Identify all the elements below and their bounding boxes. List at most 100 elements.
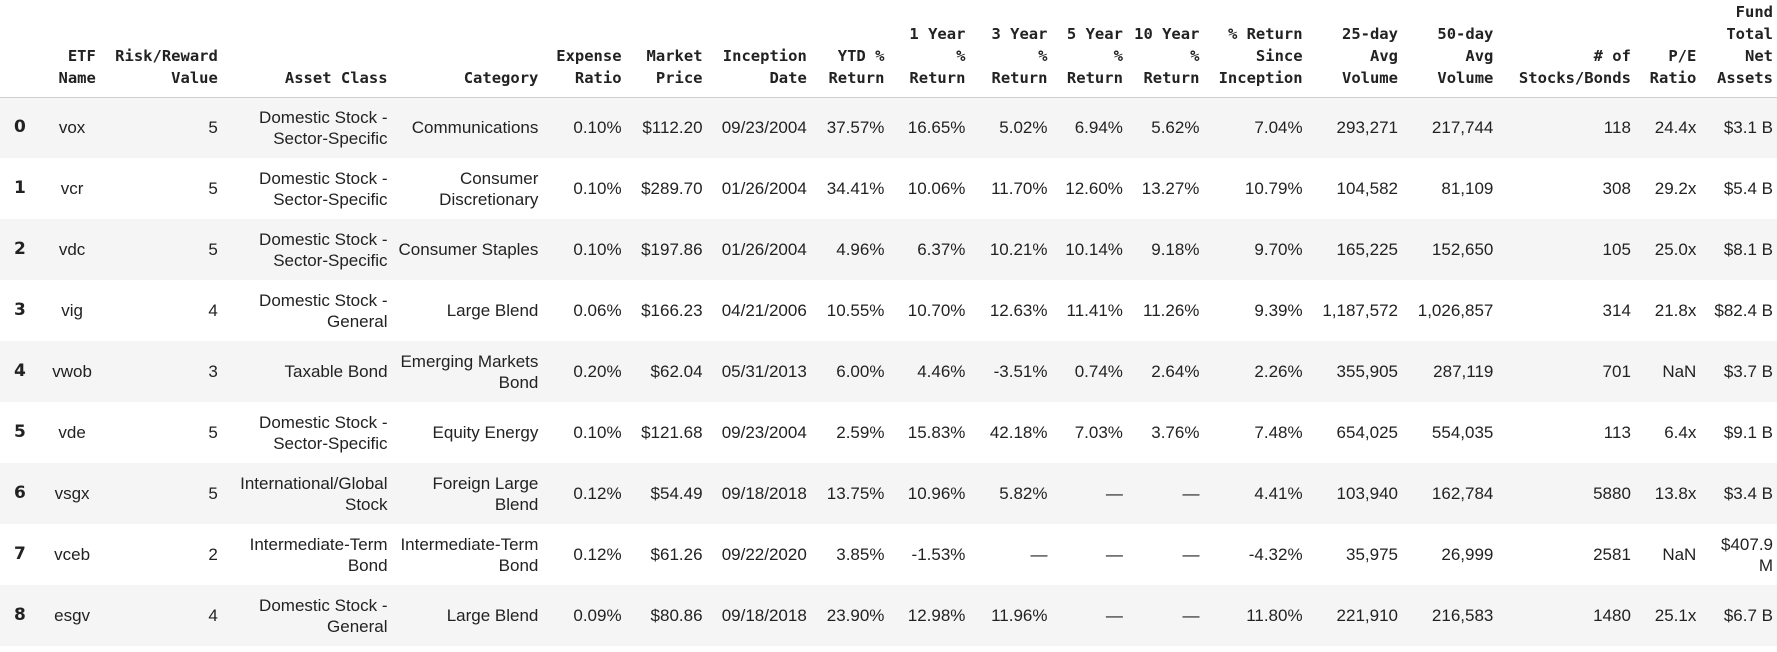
cell-risk-reward: 4 [208,606,218,625]
cell-return-since-inception: 7.04% [1254,118,1303,138]
cell-25day-volume: 221,910 [1336,606,1398,625]
cell-expense-ratio: 0.12% [573,545,622,564]
cell-10yr-return: — [1182,484,1200,503]
cell-1yr-return: 15.83% [907,423,966,442]
cell-index: 6 [14,483,26,503]
cell-etf-name: vig [61,301,83,320]
column-header-category: Category [463,68,539,87]
cell-etf-name: vsgx [54,484,90,503]
cell-holdings-count: 308 [1602,179,1631,198]
cell-pe-ratio: 24.4x [1654,118,1697,138]
cell-net-assets: $5.4 B [1723,179,1773,198]
cell-50day-volume: 162,784 [1431,484,1494,503]
cell-10yr-return: 9.18% [1151,240,1200,259]
cell-expense-ratio: 0.10% [573,179,622,198]
cell-risk-reward: 5 [208,240,218,259]
cell-pe-ratio: 25.1x [1654,606,1697,625]
table-row: 0 vox 5 Domestic Stock - Sector-Specific Com… [0,97,1777,158]
cell-return-since-inception: 2.26% [1254,362,1303,381]
column-header-5yr-return: 5 Year % Return [1066,24,1123,87]
cell-expense-ratio: 0.12% [573,484,622,503]
cell-category: Intermediate-Term Bond [400,534,539,575]
cell-5yr-return: 10.14% [1065,240,1123,259]
cell-25day-volume: 35,975 [1345,545,1398,564]
cell-index: 5 [14,422,26,442]
index-header [0,0,44,97]
cell-etf-name: vcr [60,179,84,198]
cell-etf-name: vceb [54,545,91,564]
cell-5yr-return: 6.94% [1074,118,1123,138]
cell-category: Foreign Large Blend [432,473,539,514]
cell-etf-name: vde [58,423,86,442]
cell-holdings-count: 1480 [1593,606,1631,625]
cell-3yr-return: 11.96% [991,606,1048,625]
cell-expense-ratio: 0.20% [573,362,622,381]
cell-pe-ratio: NaN [1662,545,1697,564]
cell-expense-ratio: 0.06% [573,301,622,320]
cell-5yr-return: 0.74% [1074,362,1123,381]
cell-50day-volume: 216,583 [1431,606,1494,625]
cell-25day-volume: 355,905 [1336,362,1398,381]
column-header-1yr-return: 1 Year % Return [909,24,966,87]
table-row: 6 vsgx 5 International/Global Stock Foreign … [0,463,1777,524]
cell-inception-date: 09/18/2018 [721,484,807,503]
cell-market-price: $61.26 [650,545,703,564]
cell-ytd-return: 10.55% [826,301,885,320]
cell-net-assets: $82.4 B [1714,301,1773,320]
cell-asset-class: Domestic Stock - General [259,290,388,331]
header-row: ETF Name Risk/Reward Value Asset Class C… [0,0,1777,97]
cell-ytd-return: 37.57% [826,118,885,138]
cell-inception-date: 01/26/2004 [721,179,807,198]
cell-25day-volume: 654,025 [1336,423,1398,442]
cell-category: Communications [411,118,539,138]
cell-1yr-return: -1.53% [911,545,966,564]
cell-etf-name: esgv [54,606,91,625]
cell-pe-ratio: 13.8x [1654,484,1697,503]
cell-risk-reward: 3 [208,362,218,381]
column-header-market-price: Market Price [646,46,703,87]
cell-10yr-return: 3.76% [1151,423,1200,442]
cell-50day-volume: 26,999 [1441,545,1494,564]
cell-1yr-return: 10.96% [907,484,966,503]
table-row: 4 vwob 3 Taxable Bond Emerging Markets Bond 0… [0,341,1777,402]
cell-ytd-return: 2.59% [836,423,885,442]
cell-risk-reward: 5 [208,484,218,503]
cell-asset-class: Intermediate-Term Bond [249,534,388,575]
cell-risk-reward: 5 [208,423,218,442]
table-row: 3 vig 4 Domestic Stock - General Large Blend… [0,280,1777,341]
cell-risk-reward: 4 [208,301,218,320]
cell-market-price: $197.86 [641,240,703,259]
cell-holdings-count: 105 [1602,240,1631,259]
cell-50day-volume: 554,035 [1431,423,1494,442]
cell-1yr-return: 16.65% [907,118,966,138]
cell-inception-date: 09/18/2018 [721,606,807,625]
column-header-risk-reward: Risk/Reward Value [115,46,218,87]
cell-net-assets: $3.4 B [1723,484,1773,503]
cell-index: 1 [14,178,26,198]
table-row: 5 vde 5 Domestic Stock - Sector-Specific Equ… [0,402,1777,463]
cell-25day-volume: 104,582 [1336,179,1398,198]
cell-ytd-return: 6.00% [836,362,885,381]
cell-25day-volume: 165,225 [1336,240,1398,259]
cell-50day-volume: 217,744 [1431,118,1494,138]
cell-etf-name: vwob [52,362,92,381]
cell-market-price: $80.86 [650,606,703,625]
column-header-pe-ratio: P/E Ratio [1649,46,1697,87]
table-row: 8 esgv 4 Domestic Stock - General Large Blen… [0,585,1777,646]
cell-index: 0 [14,117,26,138]
cell-market-price: $62.04 [650,362,703,381]
cell-holdings-count: 314 [1602,301,1631,320]
cell-3yr-return: 12.63% [989,301,1048,320]
cell-category: Large Blend [446,301,539,320]
cell-inception-date: 01/26/2004 [721,240,807,259]
cell-expense-ratio: 0.10% [573,240,622,259]
cell-market-price: $121.68 [641,423,703,442]
cell-expense-ratio: 0.10% [573,423,622,442]
cell-asset-class: International/Global Stock [240,473,388,514]
cell-holdings-count: 113 [1603,423,1631,442]
column-header-expense-ratio: Expense Ratio [556,46,622,87]
column-header-asset-class: Asset Class [284,68,388,87]
column-header-10yr-return: 10 Year % Return [1134,24,1200,87]
cell-10yr-return: 13.27% [1141,179,1200,198]
cell-market-price: $289.70 [641,179,703,198]
